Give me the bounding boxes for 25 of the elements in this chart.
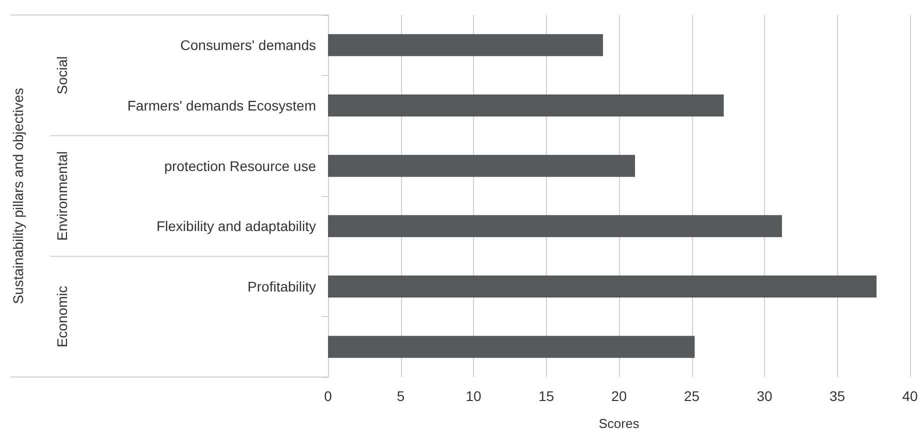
- text: Sustainability pillars and objectives: [10, 88, 26, 304]
- y-tick-label: Farmers' demands Ecosystem: [127, 98, 316, 114]
- x-tick-label: 15: [538, 388, 554, 404]
- x-tick-label: 0: [324, 388, 332, 404]
- x-tick-label: 5: [396, 388, 405, 404]
- bar: [328, 94, 724, 116]
- x-tick-label: 10: [466, 388, 482, 404]
- x-tick-label: 20: [611, 388, 627, 404]
- bar: [328, 336, 695, 358]
- bar: [328, 34, 603, 56]
- x-tick-label: 35: [829, 388, 846, 404]
- y-tick-label: Flexibility and adaptability: [156, 218, 316, 234]
- bar: [328, 215, 782, 238]
- text: Environmental: [54, 151, 70, 241]
- x-tick-label: 40: [902, 388, 918, 404]
- bar: [328, 276, 877, 298]
- x-tick-label: 25: [684, 388, 700, 404]
- x-axis-title: Scores: [598, 416, 640, 431]
- bar: [328, 154, 636, 177]
- text: Social: [54, 56, 70, 94]
- y-tick-label: Profitability: [248, 278, 316, 294]
- y-tick-label: protection Resource use: [164, 158, 316, 174]
- x-tick-label: 30: [756, 388, 772, 404]
- y-tick-label: Consumers' demands: [180, 37, 316, 54]
- text: Economic: [54, 286, 70, 348]
